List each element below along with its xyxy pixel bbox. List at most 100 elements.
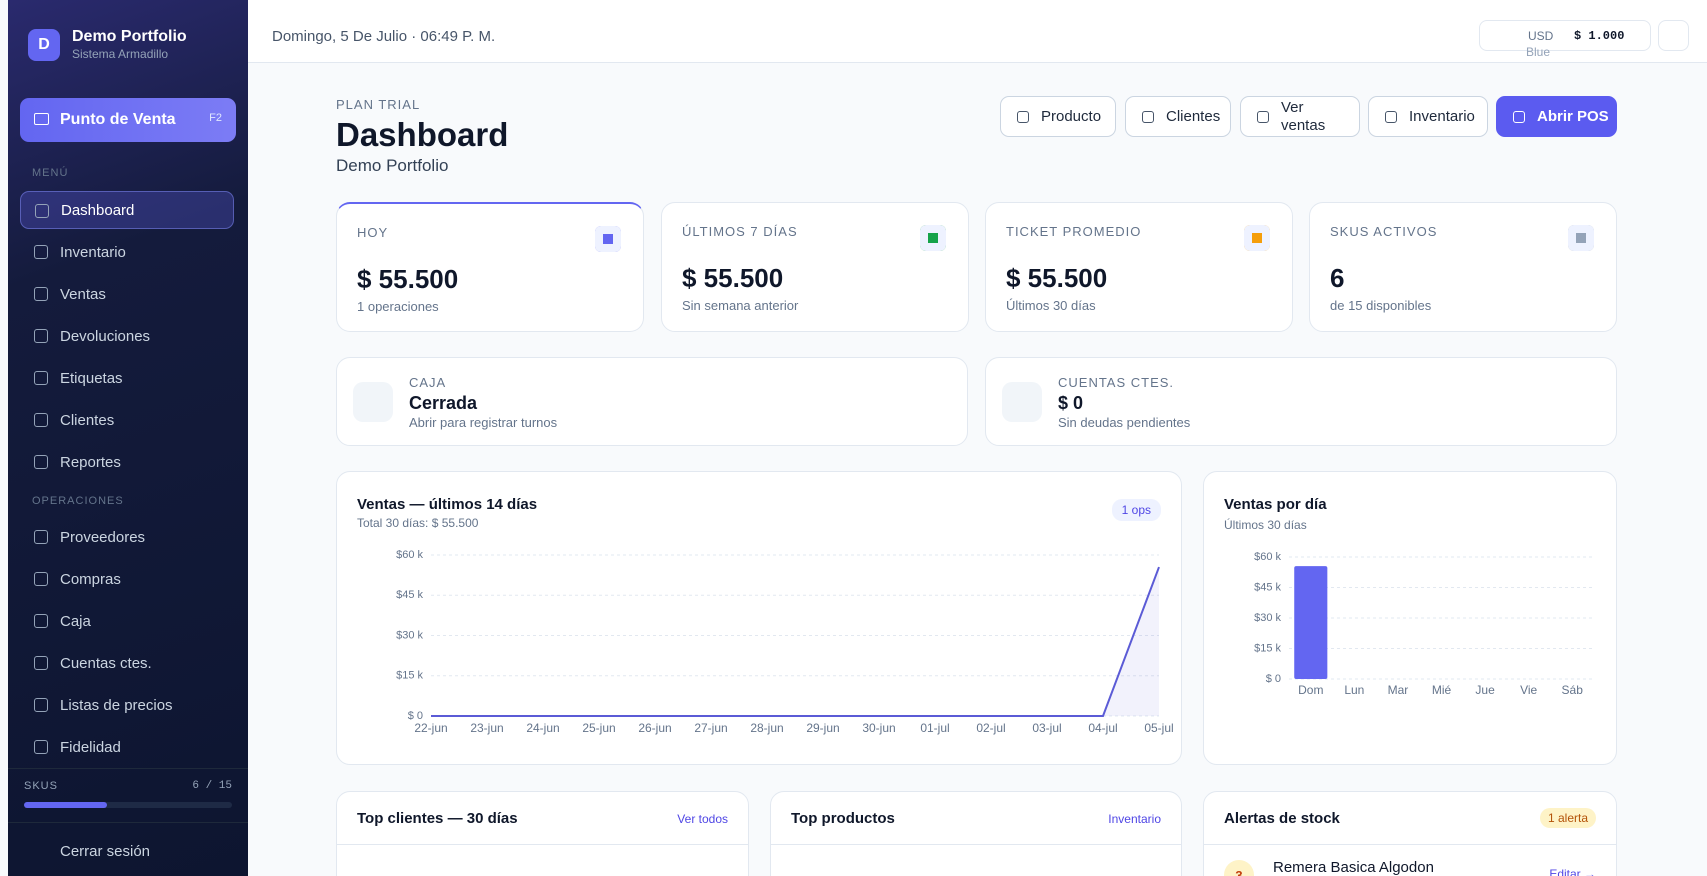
primary-label: Abrir POS (1537, 108, 1609, 125)
x-tick-label: Jue (1475, 683, 1495, 697)
topbar: Domingo, 5 De Julio · 06:49 P. M. USD Bl… (248, 0, 1707, 63)
nav-label: Etiquetas (60, 369, 123, 387)
x-tick-label: Mié (1432, 683, 1452, 697)
nav-item[interactable]: Ventas (20, 275, 234, 313)
nav-label: Clientes (60, 411, 115, 429)
status-note: Sin deudas pendientes (1058, 415, 1191, 430)
skus-sep: / (205, 780, 213, 792)
status-value: $ 0 (1058, 393, 1084, 413)
icon (1257, 111, 1269, 123)
panel-link[interactable]: Inventario (1108, 812, 1161, 826)
skus-label: SKUS (24, 780, 58, 792)
x-tick-label: 28-jun (750, 721, 783, 735)
alert-item: Remera Basica Algodon (1273, 859, 1434, 876)
y-tick-label: $15 k (1254, 642, 1281, 654)
plan: PLAN TRIAL (336, 97, 421, 112)
action-label: Producto (1041, 108, 1102, 125)
kpi-value: 6 (1330, 263, 1345, 293)
icon (1385, 111, 1397, 123)
badge: 1 ops (1111, 499, 1161, 521)
action-button[interactable]: Producto (1000, 96, 1116, 137)
nav-label: Devoluciones (60, 327, 151, 345)
kpi-value: $ 55.500 (682, 263, 784, 293)
pos-icon (34, 113, 49, 125)
nav-label: Cuentas ctes. (60, 654, 152, 672)
kpi-value: $ 55.500 (357, 264, 459, 294)
status-icon (353, 382, 393, 422)
area (431, 567, 1159, 716)
page-title: Dashboard (336, 116, 509, 153)
logout[interactable]: Cerrar sesión (60, 843, 151, 860)
bar-card: Ventas por día Últimos 30 días $ 0 $15 k $… (1203, 471, 1617, 765)
nav-item[interactable]: Compras (20, 560, 234, 598)
sidebar: D Demo Portfolio Sistema Armadillo Punto… (8, 0, 248, 876)
nav-icon (34, 329, 48, 343)
panel: Top productos Inventario (770, 791, 1182, 876)
action-button[interactable]: Ver ventas (1240, 96, 1360, 137)
nav-item[interactable]: Clientes (20, 401, 234, 439)
kpi-note: de 15 disponibles (1330, 298, 1432, 313)
nav-icon (34, 614, 48, 628)
action-button[interactable]: Clientes (1125, 96, 1231, 137)
nav-item[interactable]: Reportes (20, 443, 234, 481)
action-label: Ver ventas (1281, 98, 1326, 134)
action-label: Clientes (1166, 108, 1221, 125)
nav-icon (34, 245, 48, 259)
nav-label: Fidelidad (60, 738, 121, 756)
line (431, 566, 1160, 717)
nav-icon (34, 530, 48, 544)
kpi-card: SKUS ACTIVOS 6 de 15 disponibles (1309, 202, 1617, 332)
nav-label: Caja (60, 612, 91, 630)
bell[interactable] (1658, 20, 1689, 51)
nav-item[interactable]: Devoluciones (20, 317, 234, 355)
x-tick-label: 22-jun (414, 721, 447, 735)
x-tick-label: 30-jun (862, 721, 895, 735)
panel: Alertas de stock 1 alerta 3 Remera Basic… (1203, 791, 1617, 876)
nav-label: Compras (60, 570, 121, 588)
nav-icon (34, 371, 48, 385)
nav-item[interactable]: Caja (20, 602, 234, 640)
kpi-label: TICKET PROMEDIO (1006, 224, 1142, 239)
x-tick-label: 02-jul (976, 721, 1005, 735)
status-label: CAJA (409, 375, 447, 390)
nav-item[interactable]: Listas de precios (20, 686, 234, 724)
line-chart: $ 0 $15 k $30 k $45 k $60 k 22-jun 23-jun 24-ju… (396, 549, 1174, 735)
x-tick-label: 25-jun (582, 721, 615, 735)
nav-item[interactable]: Inventario (20, 233, 234, 271)
kpi-note: 1 operaciones (357, 299, 439, 314)
icon (1017, 111, 1029, 123)
nav-label: Listas de precios (60, 696, 173, 714)
kpi-note: Últimos 30 días (1006, 298, 1096, 313)
status-value: Cerrada (409, 393, 478, 413)
x-tick-label: 24-jun (526, 721, 559, 735)
skus-count: 6 / 15 (192, 780, 232, 792)
x-tick-label: Vie (1520, 683, 1537, 697)
primary-button[interactable]: Abrir POS (1496, 96, 1617, 137)
x-tick-label: Mar (1388, 683, 1409, 697)
currency-box[interactable]: USD Blue $ 1.000 (1479, 20, 1651, 59)
pos-button[interactable]: Punto de Venta F2 (20, 98, 236, 142)
nav-icon (35, 204, 49, 218)
y-tick-label: $30 k (1254, 612, 1281, 624)
action-button[interactable]: Inventario (1368, 96, 1488, 137)
kpi-note: Sin semana anterior (682, 298, 799, 313)
nav-item[interactable]: Fidelidad (20, 728, 234, 766)
brand-sub: Sistema Armadillo (72, 47, 169, 61)
nav-item[interactable]: Etiquetas (20, 359, 234, 397)
nav-item[interactable]: Cuentas ctes. (20, 644, 234, 682)
nav-item[interactable]: Proveedores (20, 518, 234, 556)
y-tick-label: $15 k (396, 670, 423, 682)
kpi-icon (918, 223, 948, 253)
x-tick-label: 03-jul (1032, 721, 1061, 735)
nav-icon (34, 455, 48, 469)
chart-subtitle: Total 30 días: $ 55.500 (357, 516, 479, 530)
panel-link[interactable]: Ver todos (677, 812, 728, 826)
skus-bar (24, 802, 108, 808)
alert-link[interactable]: Editar → (1549, 867, 1596, 876)
currency-sub: Blue (1526, 45, 1551, 59)
nav-item[interactable]: Dashboard (20, 191, 234, 229)
panel-title: Top clientes — 30 días (357, 810, 518, 827)
badge: 1 alerta (1539, 808, 1596, 828)
kpi-card: ÚLTIMOS 7 DÍAS $ 55.500 Sin semana anterio… (661, 202, 969, 332)
alert-count: 3 (1224, 860, 1254, 876)
